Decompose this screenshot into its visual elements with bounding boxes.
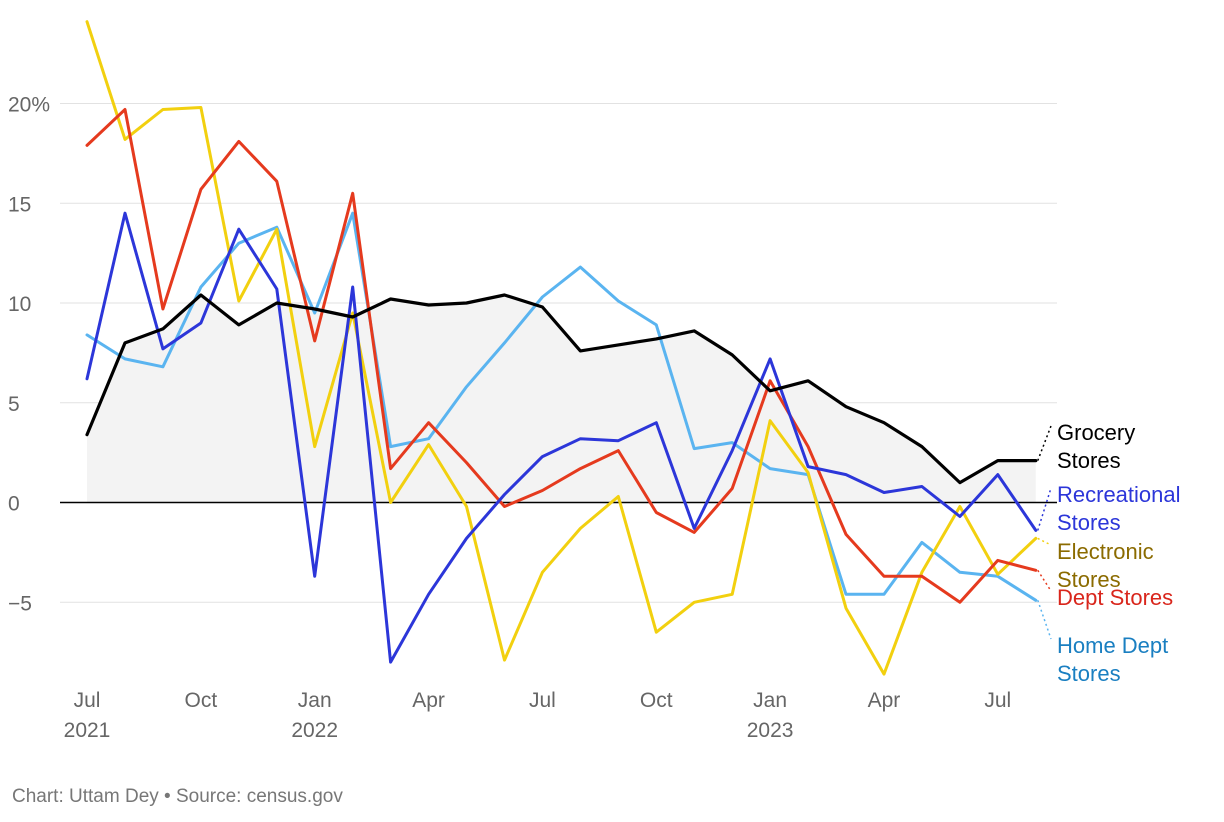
x-axis-ticks: Jul 2021 Oct Jan 2022 Apr Jul Oct Jan 2023 Apr Jul xyxy=(64,689,1012,742)
end-label-dept-stores: Dept Stores xyxy=(1057,585,1173,610)
x-tick-label: Oct xyxy=(185,689,218,712)
end-label-grocery-stores: Stores xyxy=(1057,448,1121,473)
y-tick-label: 5 xyxy=(8,393,20,416)
x-tick-label: Jul xyxy=(984,689,1011,712)
connector-recreational-stores xyxy=(1037,487,1052,531)
series-line-grocery-stores xyxy=(85,293,1038,485)
y-tick-label: 0 xyxy=(8,493,20,516)
series-line-recreational-stores xyxy=(85,211,1038,664)
y-tick-label: 20% xyxy=(8,94,50,117)
x-tick-label: Jul xyxy=(529,689,556,712)
series-line-dept-stores xyxy=(85,108,1038,604)
x-tick-label: Jan xyxy=(753,689,787,712)
x-tick-year-label: 2022 xyxy=(291,719,338,742)
series-lines xyxy=(85,20,1038,676)
end-label-recreational-stores: Recreational xyxy=(1057,482,1181,507)
end-label-electronic-stores: Electronic xyxy=(1057,539,1154,564)
end-label-grocery-stores: Grocery xyxy=(1057,420,1135,445)
end-label-electronic-stores: Stores xyxy=(1057,567,1121,592)
x-tick-year-label: 2021 xyxy=(64,719,111,742)
y-tick-label: 15 xyxy=(8,193,31,216)
series-line-electronic-stores xyxy=(85,20,1038,676)
connector-electronic-stores xyxy=(1037,537,1052,546)
x-tick-label: Jan xyxy=(298,689,332,712)
x-tick-label: Jul xyxy=(74,689,101,712)
x-tick-year-label: 2023 xyxy=(747,719,794,742)
end-label-home-dept-stores: Home Dept xyxy=(1057,633,1168,658)
grocery-area-fill xyxy=(87,295,1036,503)
grocery-area xyxy=(87,295,1036,503)
x-tick-label: Oct xyxy=(640,689,673,712)
x-tick-label: Apr xyxy=(412,689,445,712)
end-label-home-dept-stores: Stores xyxy=(1057,661,1121,686)
connector-grocery-stores xyxy=(1037,425,1052,461)
y-tick-label: 10 xyxy=(8,293,31,316)
x-tick-label: Apr xyxy=(868,689,901,712)
connector-dept-stores xyxy=(1037,569,1052,592)
chart-credit: Chart: Uttam Dey • Source: census.gov xyxy=(12,786,343,807)
y-axis-ticks: −5 0 5 10 15 20% xyxy=(8,94,50,616)
connector-home-dept-stores xyxy=(1037,600,1052,640)
y-tick-label: −5 xyxy=(8,592,32,615)
end-label-recreational-stores: Stores xyxy=(1057,510,1121,535)
